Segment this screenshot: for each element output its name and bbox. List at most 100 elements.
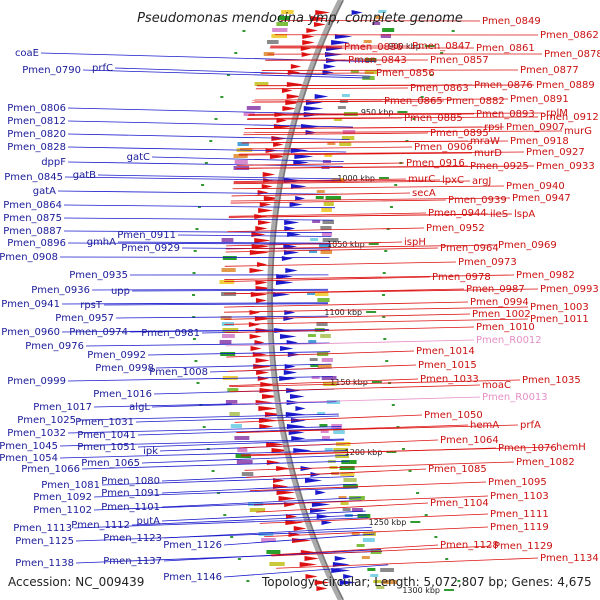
gene-label-right: Pmen_1111 [490,509,549,520]
cog-block-left [333,448,349,452]
cog-block-right [254,82,269,86]
minor-tick [242,30,246,32]
gene-label-left: dppF [41,157,66,168]
reverse-gene-arrow [286,94,302,99]
minor-tick [204,162,208,164]
gene-label-right: argJ [472,176,491,187]
cog-block-left [317,364,332,368]
reverse-gene-arrow [262,394,280,399]
cog-block-right [222,334,235,338]
leader-line [224,261,457,267]
cog-block-mid [308,340,317,343]
cog-block-mid [378,10,387,13]
leader-line [232,185,505,190]
leader-line [61,302,329,305]
gene-label-right: Pmen_R0013 [482,392,548,403]
gene-label-right: Pmen_0878 [544,49,600,60]
reverse-gene-arrow [251,232,266,237]
cog-block-mid [317,412,326,415]
gene-label-left: Pmen_0992 [87,350,146,361]
leader-line [256,84,535,87]
forward-gene-arrow [279,376,297,381]
leader-line [248,112,545,115]
cog-block-left [341,460,357,464]
leader-line [227,227,425,233]
minor-tick [197,206,201,208]
minor-tick [382,272,386,274]
reverse-gene-arrow [293,526,307,531]
gene-label-right: Pmen_1064 [440,435,499,446]
gene-label-left: ipk [143,446,158,457]
cog-block-left [364,70,377,74]
minor-tick [434,536,438,538]
leader-line [230,199,447,204]
reverse-gene-arrow [315,10,331,15]
gene-label-right: Pmen_0876 [474,80,533,91]
leader-line [151,156,344,162]
gene-label-right: Pmen_0944 [428,208,487,219]
minor-tick [193,250,197,252]
leader-line [73,517,369,529]
cog-block-left [317,298,330,302]
gene-label-right: Pmen_0978 [432,272,491,283]
gene-label-left: Pmen_0974 [69,327,128,338]
leader-line [224,306,529,313]
cog-block-left [339,466,355,470]
gene-label-right: murC [408,174,435,185]
minor-tick [389,206,393,208]
cog-block-left [380,568,394,572]
cog-block-mid [367,568,376,571]
leader-line [224,318,529,325]
forward-gene-arrow [280,346,294,351]
gene-label-left: Pmen_1032 [7,428,66,439]
leader-line [115,315,329,319]
leader-line [260,72,375,74]
leader-line [230,197,511,202]
reverse-gene-arrow [248,322,261,327]
forward-gene-arrow [322,70,334,75]
cog-block-right [266,550,281,554]
forward-gene-arrow [311,502,331,507]
gene-label-right: Pmen_1002 [472,309,531,320]
cog-block-left [341,136,355,140]
cog-block-left [362,538,375,542]
cog-block-right [272,28,288,32]
cog-block-right [276,22,289,26]
gene-label-right: Pmen_0918 [510,136,569,147]
forward-gene-arrow [290,394,305,399]
gene-label-left: Pmen_0976 [25,341,84,352]
reverse-gene-arrow [258,220,272,225]
reverse-gene-arrow [255,226,268,231]
gene-label-right: Pmen_0994 [470,297,529,308]
forward-gene-arrow [283,316,295,321]
cog-block-left [316,322,328,326]
leader-line [229,384,481,393]
tick-label: 1150 kbp [330,378,368,387]
cog-block-mid [373,580,382,583]
forward-gene-arrow [343,574,354,579]
cog-block-right [233,154,248,158]
reverse-gene-arrow [254,238,272,243]
forward-gene-arrow [290,418,307,423]
minor-tick [194,360,198,362]
minor-tick [401,448,405,450]
gene-label-right: Pmen_0877 [520,65,579,76]
gene-label-right: Pmen_0940 [506,181,565,192]
reverse-gene-arrow [256,370,270,375]
leader-line [244,126,505,129]
cog-block-mid [370,574,379,577]
gene-label-right: Pmen_1033 [420,374,479,385]
cog-block-left [335,454,350,458]
gene-label-right: Pmen_1010 [476,322,535,333]
gene-label-left: Pmen_0875 [3,213,62,224]
reverse-gene-arrow [282,106,297,111]
tick-label: 900 kbp [388,42,421,51]
cog-block-left [321,208,332,212]
gene-label-right: Pmen_0891 [510,94,569,105]
cog-block-mid [375,16,384,19]
gene-label-left: Pmen_1125 [15,536,74,547]
reverse-gene-arrow [290,64,302,69]
minor-tick [416,492,420,494]
reverse-gene-arrow [269,154,287,159]
leader-line [82,69,370,79]
